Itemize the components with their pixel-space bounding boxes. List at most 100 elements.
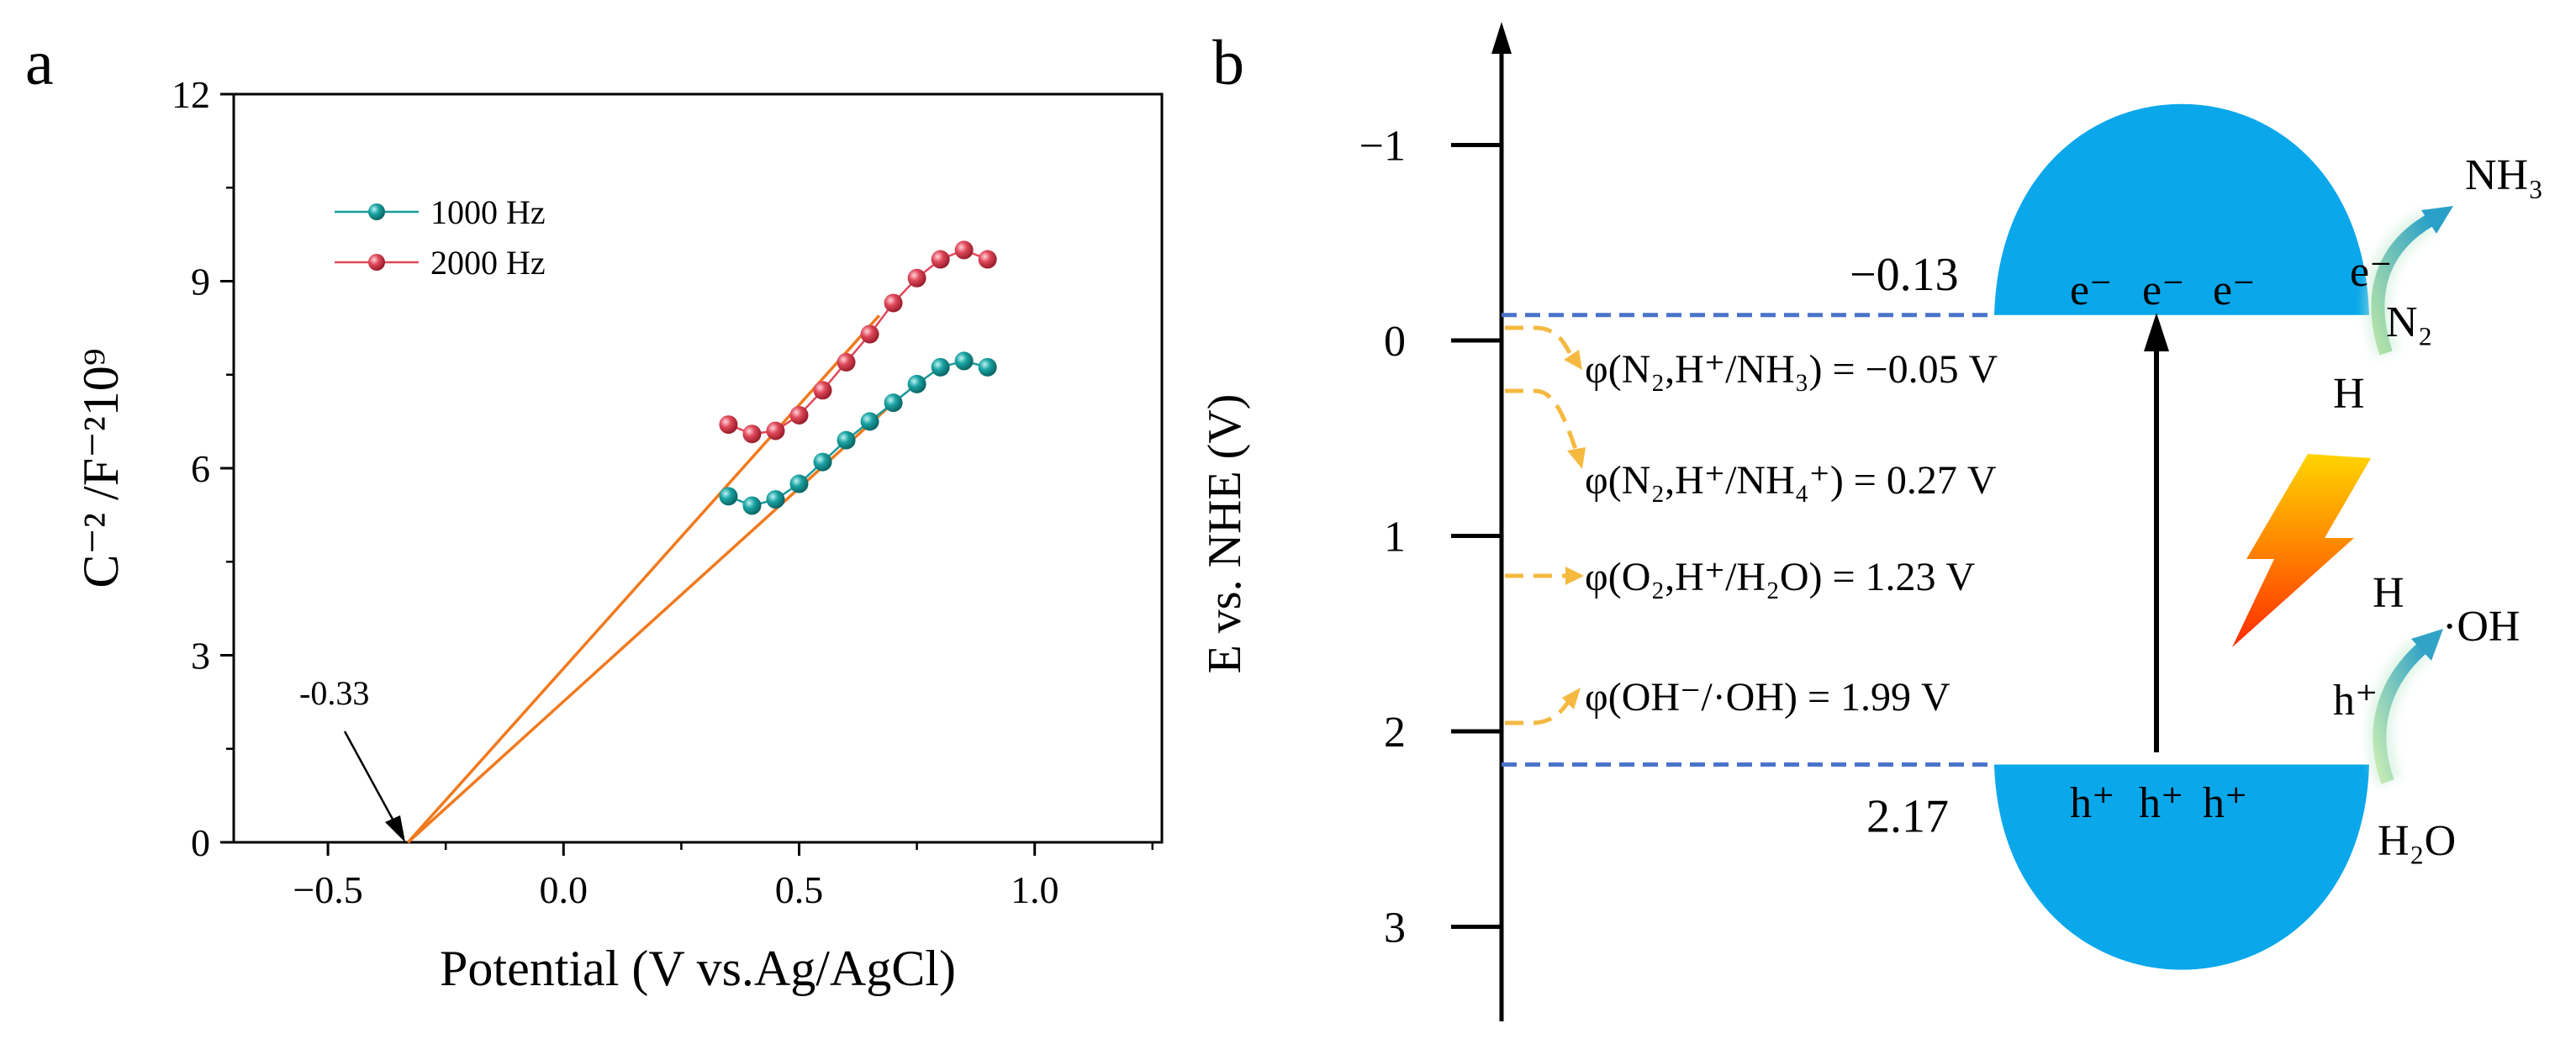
electron-2: e⁻ <box>2142 266 2185 314</box>
x-tick-label: 0.0 <box>540 868 589 911</box>
x-tick-label: 0.5 <box>775 868 824 911</box>
conduction-band <box>1994 103 2369 315</box>
x-tick-label: 1.0 <box>1011 868 1059 911</box>
potential-label-oh: φ(OH⁻/·OH) = 1.99 V <box>1585 675 1950 720</box>
legend-marker-1000hz <box>368 203 385 220</box>
potential-arrow-oh <box>1505 699 1571 725</box>
y-tick-label: 9 <box>191 261 210 303</box>
excitation-arrow-head <box>2144 313 2169 351</box>
panel-a-label: a <box>25 28 54 98</box>
potential-arrow-oh-head <box>1562 688 1581 709</box>
intercept-annotation: -0.33 <box>299 674 405 842</box>
data-point <box>860 324 879 344</box>
reactant-h2o: H₂O <box>2378 817 2456 865</box>
vb-level-label: 2.17 <box>1866 791 1949 843</box>
series-1000hz <box>719 351 997 515</box>
data-point <box>766 490 785 509</box>
data-point <box>860 412 879 431</box>
x-tick-label: −0.5 <box>293 868 362 911</box>
potential-arrow-nh3 <box>1505 325 1575 360</box>
intercept-arrow-head <box>385 815 405 842</box>
axis-ticks <box>220 92 1154 856</box>
data-point <box>766 421 785 440</box>
data-point <box>837 430 856 450</box>
intercept-arrow-line <box>343 730 397 825</box>
energy-tick-label: 0 <box>1384 318 1406 366</box>
legend-label-2000hz: 2000 Hz <box>430 244 546 282</box>
reduction-electron: e⁻ <box>2350 248 2393 296</box>
reactant-h: H <box>2333 370 2365 418</box>
data-point <box>719 415 738 435</box>
energy-tick-label: 2 <box>1384 709 1406 757</box>
data-point <box>884 393 903 413</box>
y-tick-label: 12 <box>172 73 210 116</box>
data-point <box>954 240 974 260</box>
oxidation-arrow-head <box>2411 629 2443 661</box>
data-point <box>931 357 950 377</box>
data-point <box>719 487 738 506</box>
hole-3: h⁺ <box>2203 779 2247 827</box>
data-point <box>978 250 997 269</box>
potential-label-nh3: φ(N₂,H⁺/NH₃) = −0.05 V <box>1585 347 1998 392</box>
fit-line-1 <box>407 401 895 844</box>
data-point <box>978 357 997 377</box>
panel-b-label: b <box>1212 28 1244 98</box>
panel-a: a −0.5 0.0 0.5 1.0 0 3 6 9 12 C⁻² /F⁻²10⁹ Potent… <box>25 28 1164 996</box>
data-point <box>907 268 926 287</box>
energy-tick-label: 1 <box>1384 514 1406 562</box>
y-tick-label: 6 <box>191 447 210 490</box>
cb-level-label: −0.13 <box>1850 249 1959 301</box>
legend: 1000 Hz 2000 Hz <box>335 193 546 282</box>
product-h: H <box>2373 569 2404 617</box>
potential-arrow-nh3-head <box>1564 350 1582 370</box>
oxidation-arrow <box>2373 641 2428 784</box>
fit-line-2 <box>407 314 881 844</box>
fit-lines <box>407 314 895 844</box>
hole-1: h⁺ <box>2070 779 2114 827</box>
series-2000hz <box>719 240 997 444</box>
potential-arrow-nh4-head <box>1567 447 1586 469</box>
data-series <box>719 240 997 515</box>
energy-axis-arrow <box>1491 22 1512 54</box>
electron-3: e⁻ <box>2213 266 2256 314</box>
redox-potentials: φ(N₂,H⁺/NH₃) = −0.05 V φ(N₂,H⁺/NH₄⁺) = 0… <box>1505 325 1998 725</box>
data-point <box>954 351 974 371</box>
product-oh: ·OH <box>2442 603 2520 651</box>
legend-label-1000hz: 1000 Hz <box>430 193 546 231</box>
data-point <box>884 293 903 313</box>
data-point <box>789 405 809 425</box>
hole-2: h⁺ <box>2139 779 2183 827</box>
legend-marker-2000hz <box>368 254 385 271</box>
x-axis-label: Potential (V vs.Ag/AgCl) <box>440 941 956 996</box>
energy-ticks <box>1451 143 1502 929</box>
product-nh3: NH₃ <box>2465 151 2543 199</box>
data-point <box>742 496 762 515</box>
reduction-arrow-head <box>2421 206 2453 234</box>
reduction-arrow <box>2371 214 2434 356</box>
potential-arrow-nh4 <box>1505 388 1580 455</box>
data-point <box>837 352 856 372</box>
energy-axis-label: E vs. NHE (V) <box>1199 394 1251 674</box>
reduction-reaction: NH₃ e⁻ N₂ H <box>2333 151 2543 418</box>
data-point <box>931 250 950 269</box>
energy-tick-label: 3 <box>1384 905 1406 952</box>
data-point <box>789 474 809 493</box>
potential-label-h2o: φ(O₂,H⁺/H₂O) = 1.23 V <box>1585 555 1976 599</box>
data-point <box>742 425 762 444</box>
oxidation-reaction: H ·OH h⁺ H₂O <box>2333 569 2520 865</box>
electron-1: e⁻ <box>2070 266 2113 314</box>
y-axis-label: C⁻² /F⁻²10⁹ <box>73 348 129 588</box>
y-tick-label: 3 <box>191 635 210 678</box>
data-point <box>813 452 832 472</box>
lightning-bolt-icon <box>2232 454 2371 647</box>
intercept-label: -0.33 <box>299 674 369 712</box>
y-tick-label: 0 <box>191 821 210 864</box>
energy-tick-label: −1 <box>1359 123 1406 171</box>
series-line <box>727 249 989 435</box>
energy-tick-labels: −1 0 1 2 3 <box>1359 123 1406 952</box>
data-point <box>907 374 926 393</box>
valence-band <box>1994 764 2369 970</box>
potential-arrow-h2o-head <box>1565 567 1584 585</box>
